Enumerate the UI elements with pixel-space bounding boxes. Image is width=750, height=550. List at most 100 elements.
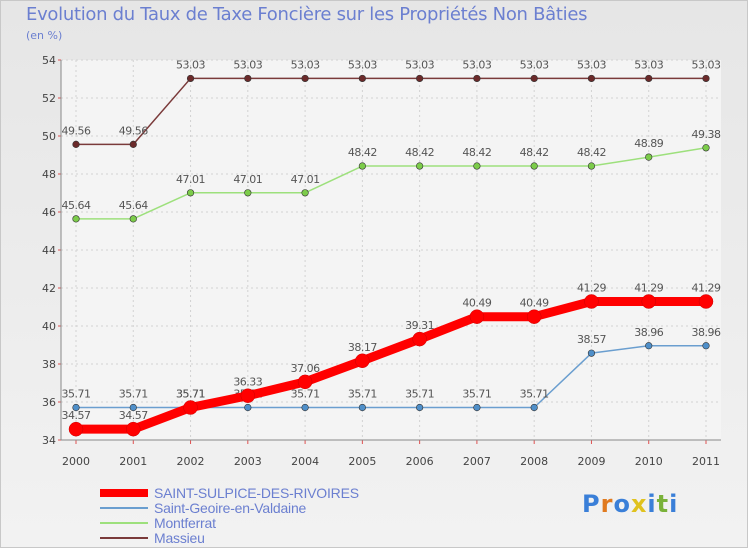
chart-title: Evolution du Taux de Taxe Foncière sur l… xyxy=(26,4,588,25)
data-label: 53.03 xyxy=(520,58,549,71)
series-saint-sulpice-des-rivoires: 34.57 34.57 35.71 36.33 37.06 38.17 39.31 40.49… xyxy=(62,281,721,437)
data-point xyxy=(240,388,256,403)
data-point xyxy=(412,331,427,347)
data-point xyxy=(186,189,195,197)
data-label: 53.03 xyxy=(176,58,205,71)
data-point xyxy=(301,74,309,83)
data-label: 49.38 xyxy=(692,128,721,141)
y-tick-label: 36 xyxy=(42,396,56,409)
data-point xyxy=(72,403,80,412)
data-point xyxy=(645,342,653,350)
data-point xyxy=(526,309,542,324)
y-tick-label: 46 xyxy=(42,206,56,219)
legend-swatch xyxy=(100,488,148,497)
data-point xyxy=(587,74,596,83)
data-point xyxy=(129,140,137,148)
x-tick-label: 2003 xyxy=(234,455,262,468)
series-montferrat: 45.64 45.64 47.01 47.01 47.01 48.42 48.42 48.42… xyxy=(62,128,721,223)
data-label: 35.71 xyxy=(119,388,148,401)
data-label: 48.42 xyxy=(520,146,549,159)
data-point xyxy=(358,162,366,170)
data-label: 53.03 xyxy=(634,58,663,71)
x-tick-label: 2009 xyxy=(577,455,605,468)
data-label: 34.57 xyxy=(119,409,148,422)
legend-label: Saint-Geoire-en-Valdaine xyxy=(154,499,307,516)
data-label: 53.03 xyxy=(233,58,262,71)
data-label: 49.56 xyxy=(119,124,148,137)
y-tick-label: 40 xyxy=(42,320,56,333)
data-label: 35.71 xyxy=(520,388,549,401)
data-point xyxy=(358,403,366,412)
data-point xyxy=(183,400,198,415)
x-tick-label: 2007 xyxy=(463,455,491,468)
data-point xyxy=(129,215,137,223)
data-label: 53.03 xyxy=(577,58,606,71)
data-label: 35.71 xyxy=(176,388,205,401)
data-point xyxy=(469,309,485,324)
series-line xyxy=(75,147,707,220)
data-label: 53.03 xyxy=(405,58,434,71)
legend-item: Massieu xyxy=(100,530,359,546)
data-label: 34.57 xyxy=(62,409,91,422)
legend-item: SAINT-SULPICE-DES-RIVOIRES xyxy=(100,484,359,501)
series-line xyxy=(75,77,707,146)
data-point xyxy=(301,403,309,412)
data-point xyxy=(587,162,596,170)
data-point xyxy=(244,403,252,412)
logo-letter: t xyxy=(656,490,670,518)
data-point xyxy=(126,421,141,437)
data-point xyxy=(355,353,370,369)
data-point xyxy=(416,162,424,170)
y-tick-label: 50 xyxy=(42,130,56,143)
logo-letter: i xyxy=(669,490,679,518)
data-label: 41.29 xyxy=(692,281,721,294)
data-label: 38.17 xyxy=(348,341,377,354)
legend-label: Montferrat xyxy=(154,514,216,531)
data-label: 37.06 xyxy=(291,362,320,375)
data-point xyxy=(68,421,84,437)
data-point xyxy=(641,294,656,309)
data-point xyxy=(72,140,80,148)
x-tick-label: 2000 xyxy=(62,455,90,468)
data-label: 53.03 xyxy=(291,58,320,71)
y-tick-label: 44 xyxy=(42,244,56,257)
data-label: 47.01 xyxy=(176,173,205,186)
data-label: 40.49 xyxy=(520,297,549,310)
data-point xyxy=(244,189,252,197)
data-label: 35.71 xyxy=(176,388,205,401)
data-point xyxy=(244,74,252,83)
data-label: 38.96 xyxy=(634,326,663,339)
x-tick-label: 2011 xyxy=(692,455,720,468)
data-label: 38.96 xyxy=(692,326,721,339)
data-label: 40.49 xyxy=(462,297,491,310)
data-point xyxy=(416,403,424,412)
data-point xyxy=(584,294,599,309)
data-point xyxy=(473,74,481,83)
y-tick-label: 42 xyxy=(42,282,56,295)
legend-label: SAINT-SULPICE-DES-RIVOIRES xyxy=(154,484,359,501)
y-axis-unit: (en %) xyxy=(26,29,63,42)
data-point xyxy=(645,153,653,161)
data-point xyxy=(301,189,309,197)
legend-swatch xyxy=(100,506,148,509)
data-point xyxy=(297,374,313,390)
data-label: 35.71 xyxy=(405,388,434,401)
data-label: 45.64 xyxy=(62,199,91,212)
data-label: 48.89 xyxy=(634,137,663,150)
data-label: 53.03 xyxy=(462,58,491,71)
data-label: 47.01 xyxy=(233,173,262,186)
data-label: 41.29 xyxy=(634,281,663,294)
logo-letter: r xyxy=(600,490,614,518)
data-point xyxy=(358,74,366,83)
data-label: 48.42 xyxy=(405,146,434,159)
data-point xyxy=(587,349,596,357)
x-tick-label: 2010 xyxy=(635,455,663,468)
data-point xyxy=(129,403,137,412)
data-label: 38.57 xyxy=(577,333,606,346)
data-label: 35.71 xyxy=(348,388,377,401)
series-line xyxy=(71,296,711,434)
y-tick-label: 38 xyxy=(42,358,56,371)
legend-item: Montferrat xyxy=(100,514,359,531)
data-point xyxy=(473,162,481,170)
